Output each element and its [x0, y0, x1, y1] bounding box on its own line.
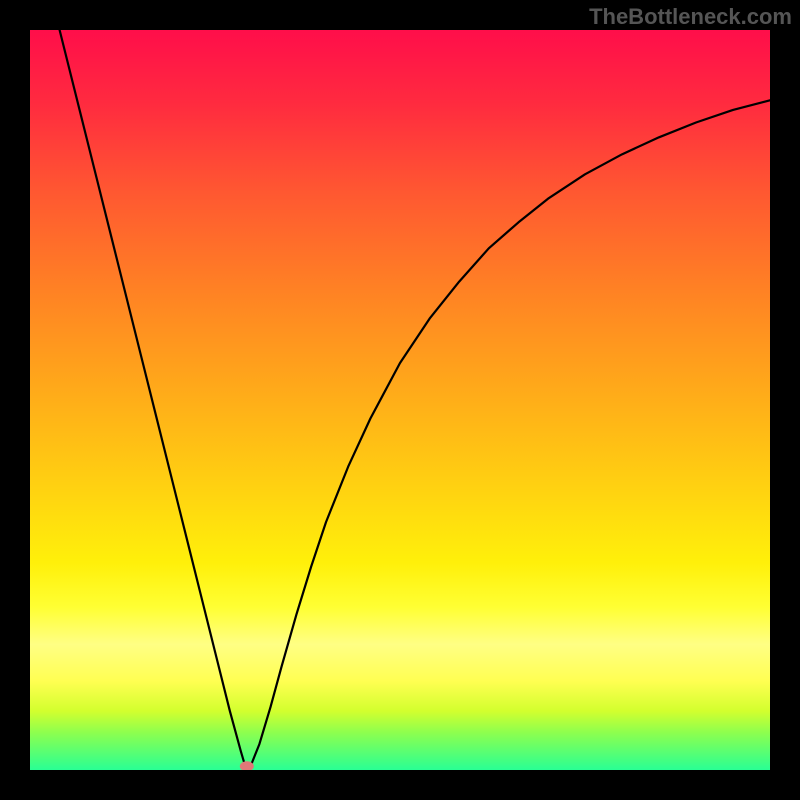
bottleneck-chart [0, 0, 800, 800]
minimum-marker [240, 761, 254, 771]
chart-container [0, 0, 800, 800]
watermark-text: TheBottleneck.com [589, 4, 792, 30]
plot-background [30, 30, 770, 770]
